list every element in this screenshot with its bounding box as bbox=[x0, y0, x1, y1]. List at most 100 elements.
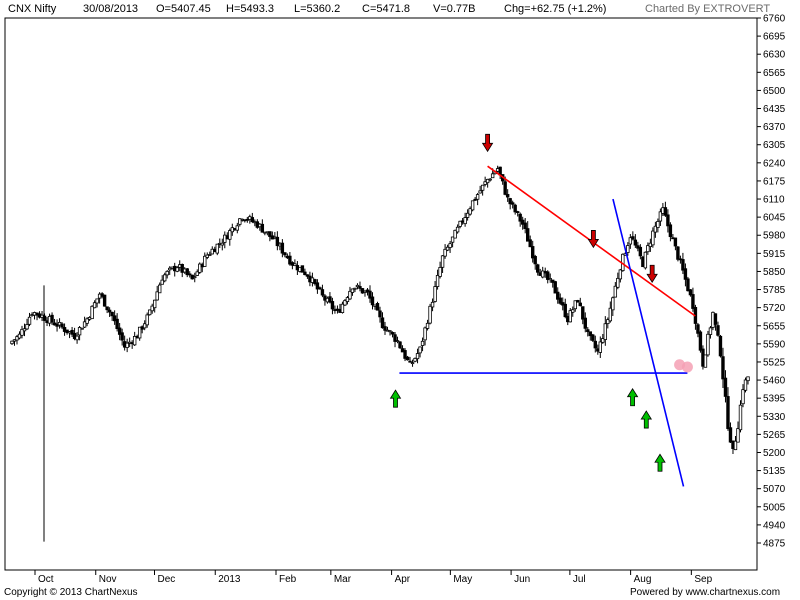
candle bbox=[583, 312, 587, 333]
candle-body bbox=[288, 255, 292, 265]
y-tick-label: 6565 bbox=[763, 68, 786, 79]
candle bbox=[250, 212, 255, 224]
candle-body bbox=[393, 334, 397, 342]
candle bbox=[515, 210, 520, 217]
candle bbox=[142, 320, 147, 331]
candle bbox=[280, 239, 285, 258]
y-tick-label: 5655 bbox=[763, 321, 786, 332]
candle bbox=[520, 216, 525, 230]
powered-by-link[interactable]: Powered by www.chartnexus.com bbox=[630, 587, 781, 598]
y-tick-label: 6500 bbox=[763, 86, 786, 97]
candle-body bbox=[676, 246, 680, 260]
candle bbox=[228, 228, 232, 246]
candle-body bbox=[305, 274, 310, 277]
candle-body bbox=[60, 323, 64, 328]
candle bbox=[478, 185, 482, 194]
candle-body bbox=[643, 251, 648, 269]
candle-body bbox=[430, 301, 435, 308]
candle bbox=[591, 333, 595, 342]
candle-body bbox=[568, 310, 572, 323]
candle-body bbox=[443, 248, 447, 257]
candle-body bbox=[668, 224, 673, 238]
candle-body bbox=[696, 324, 700, 334]
candle-body bbox=[576, 300, 580, 303]
candle-body bbox=[408, 360, 412, 363]
candle bbox=[463, 212, 467, 227]
candle-body bbox=[180, 264, 184, 273]
candle bbox=[145, 312, 149, 328]
candle-body bbox=[448, 243, 452, 248]
candle-body bbox=[370, 296, 375, 306]
candle-body bbox=[556, 291, 560, 300]
candle bbox=[238, 218, 242, 227]
candle bbox=[631, 231, 635, 241]
candle bbox=[220, 238, 224, 251]
candle bbox=[110, 311, 114, 321]
candle bbox=[360, 288, 365, 294]
candle-body bbox=[20, 328, 24, 336]
candle bbox=[536, 263, 540, 276]
candle bbox=[713, 313, 718, 331]
candle bbox=[165, 270, 169, 279]
candle-body bbox=[185, 268, 189, 276]
candle-body bbox=[293, 263, 297, 267]
candle bbox=[593, 335, 597, 353]
candle-body bbox=[721, 356, 725, 380]
candle-body bbox=[380, 317, 385, 329]
x-tick-label: Sep bbox=[694, 574, 712, 585]
candle bbox=[155, 285, 159, 301]
candle bbox=[435, 269, 440, 290]
candle bbox=[656, 218, 660, 233]
candle bbox=[70, 326, 74, 337]
candle bbox=[686, 276, 690, 292]
candle-body bbox=[450, 236, 455, 243]
candle bbox=[358, 281, 362, 292]
y-tick-label: 6435 bbox=[763, 104, 786, 115]
candle bbox=[425, 319, 430, 331]
candle bbox=[328, 292, 332, 304]
candle bbox=[468, 206, 472, 216]
candle bbox=[415, 348, 420, 364]
candle-body bbox=[375, 303, 380, 311]
candle bbox=[147, 309, 152, 316]
candle bbox=[398, 341, 402, 349]
candle bbox=[523, 218, 527, 234]
candle-body bbox=[733, 440, 738, 451]
down-arrow-icon bbox=[481, 133, 494, 153]
candle bbox=[518, 212, 522, 227]
candle-body bbox=[546, 271, 550, 280]
candle-body bbox=[586, 329, 590, 333]
candle-body bbox=[418, 346, 422, 354]
copyright-text: Copyright © 2013 ChartNexus bbox=[4, 587, 138, 598]
candle bbox=[638, 244, 643, 260]
candle bbox=[152, 299, 157, 313]
candle bbox=[185, 267, 189, 278]
candle bbox=[598, 336, 602, 358]
candle bbox=[193, 272, 197, 283]
candle-body bbox=[398, 341, 402, 349]
candle bbox=[601, 333, 605, 344]
candle bbox=[390, 331, 395, 338]
candle-body bbox=[330, 301, 335, 310]
candle bbox=[588, 331, 592, 341]
candle bbox=[275, 231, 280, 251]
candle-body bbox=[345, 297, 350, 302]
change-value: Chg=+62.75 (+1.2%) bbox=[504, 3, 607, 15]
candle bbox=[305, 274, 310, 279]
candle-body bbox=[743, 379, 748, 391]
open-value: O=5407.45 bbox=[156, 3, 211, 15]
candle bbox=[168, 266, 172, 275]
candle bbox=[541, 266, 545, 279]
candle-body bbox=[115, 318, 119, 330]
candle bbox=[626, 242, 630, 256]
candle bbox=[433, 281, 437, 303]
up-arrow-icon bbox=[389, 389, 402, 408]
candle-body bbox=[235, 225, 240, 231]
candle bbox=[42, 313, 47, 321]
candle bbox=[260, 219, 265, 233]
candle bbox=[508, 197, 512, 210]
candle-body bbox=[145, 314, 149, 326]
candle-body bbox=[520, 219, 525, 225]
candle bbox=[708, 325, 713, 339]
candle-body bbox=[112, 315, 117, 322]
